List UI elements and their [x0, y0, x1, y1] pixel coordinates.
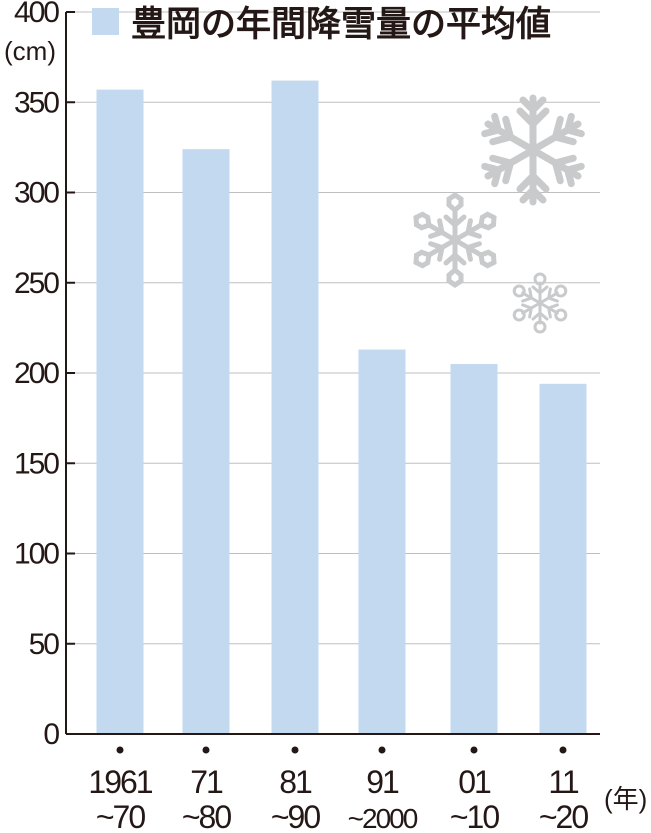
y-tick-label: 300	[14, 177, 59, 210]
x-category-label-line2: ~2000	[348, 803, 418, 833]
category-dot	[291, 746, 299, 754]
x-category-label-line1: 81	[279, 764, 312, 800]
x-axis-unit: (年)	[604, 784, 647, 814]
x-category-label-line1: 11	[548, 764, 578, 800]
x-category-label-line2: ~90	[271, 799, 320, 833]
bar	[182, 149, 230, 734]
snowflake-icon	[412, 191, 499, 285]
y-tick-label: 150	[14, 447, 59, 480]
category-dot	[378, 746, 386, 754]
x-category-label-line2: ~70	[96, 799, 145, 833]
y-tick-label: 0	[43, 718, 59, 751]
x-category-label-line1: 91	[366, 764, 399, 800]
x-category-label-line2: ~10	[450, 799, 499, 833]
snowflake-icon	[509, 272, 571, 334]
x-category-label-line1: 71	[190, 764, 223, 800]
bar	[358, 349, 406, 734]
snowflake-icon	[481, 94, 584, 202]
bar	[450, 363, 498, 734]
legend: 豊岡の年間降雪量の平均値	[92, 5, 551, 45]
category-dot	[116, 746, 124, 754]
x-category-label-line2: ~80	[182, 799, 231, 833]
y-tick-label: 100	[14, 538, 59, 571]
y-tick-labels: 0 50 100 150 200 250 300 350 400	[14, 0, 75, 751]
category-dot	[470, 746, 478, 754]
y-tick-label: 400	[14, 0, 59, 29]
gridlines	[66, 11, 600, 645]
bar	[96, 89, 144, 735]
bar	[539, 383, 587, 734]
legend-swatch	[92, 8, 119, 35]
y-tick-label: 250	[14, 267, 59, 300]
y-tick-label: 200	[14, 357, 59, 390]
category-dot	[559, 746, 567, 754]
bars	[96, 80, 587, 735]
chart-title: 豊岡の年間降雪量の平均値	[131, 5, 551, 45]
x-category-labels: 1961~70 71~80 81~90 91~2000 01~10 11~20	[88, 746, 590, 833]
x-category-label-line2: ~20	[539, 799, 588, 833]
y-tick-label: 50	[29, 628, 60, 661]
bar	[271, 80, 319, 735]
y-axis-unit: (cm)	[4, 36, 56, 66]
y-tick-label: 350	[14, 86, 59, 119]
category-dot	[202, 746, 210, 754]
x-category-label-line1: 1961	[88, 764, 152, 800]
x-category-label-line1: 01	[458, 764, 491, 800]
